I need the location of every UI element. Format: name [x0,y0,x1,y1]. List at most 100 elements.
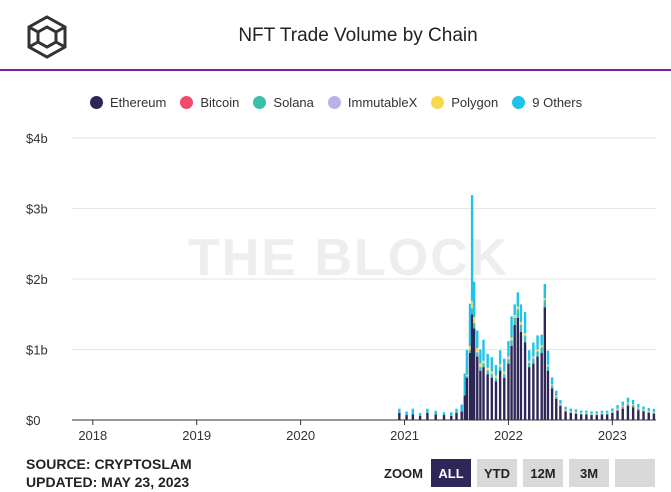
bar-polygon[interactable] [490,371,494,374]
bar-9-others[interactable] [426,408,429,413]
bar-9-others[interactable] [616,405,619,409]
legend-item-immutablex[interactable]: ImmutableX [327,95,417,110]
zoom-3m-button[interactable]: 3M [569,459,609,487]
bar-ethereum[interactable] [470,314,474,420]
bar-ethereum[interactable] [569,412,572,420]
bar-ethereum[interactable] [523,342,527,420]
bar-immutablex[interactable] [472,322,476,324]
bar-solana[interactable] [519,324,523,332]
bar-ethereum[interactable] [494,381,498,420]
bar-solana[interactable] [611,412,614,413]
zoom-ytd-button[interactable]: YTD [477,459,517,487]
bar-polygon[interactable] [503,371,506,374]
bar-polygon[interactable] [494,375,498,378]
bar-9-others[interactable] [621,401,624,406]
bar-solana[interactable] [470,308,474,315]
bar-9-others[interactable] [600,410,604,413]
bar-9-others[interactable] [418,412,422,416]
bar-9-others[interactable] [472,281,476,318]
bar-solana[interactable] [490,374,494,378]
bar-immutablex[interactable] [486,369,489,371]
bar-ethereum[interactable] [442,415,446,420]
bar-solana[interactable] [513,317,516,325]
bar-polygon[interactable] [631,404,635,405]
bar-ethereum[interactable] [600,414,604,420]
bar-solana[interactable] [555,396,558,399]
bar-polygon[interactable] [621,405,624,407]
bar-polygon[interactable] [569,411,572,413]
bar-ethereum[interactable] [555,398,558,420]
bar-9-others[interactable] [590,411,593,414]
bar-ethereum[interactable] [540,353,543,420]
zoom-12m-button[interactable]: 12M [523,459,563,487]
bar-immutablex[interactable] [494,377,498,379]
bar-solana[interactable] [528,362,531,368]
bar-9-others[interactable] [513,304,516,315]
bar-solana[interactable] [546,366,550,371]
bar-immutablex[interactable] [616,409,619,410]
bar-polygon[interactable] [626,402,630,404]
bar-9-others[interactable] [637,404,640,408]
bar-solana[interactable] [498,367,502,371]
bar-immutablex[interactable] [503,373,506,375]
bar-9-others[interactable] [550,377,554,385]
bar-immutablex[interactable] [490,373,494,375]
bar-immutablex[interactable] [498,366,502,368]
bar-polygon[interactable] [536,349,539,351]
bar-bitcoin[interactable] [642,410,645,412]
bar-immutablex[interactable] [564,410,567,411]
zoom-all-button[interactable]: ALL [431,459,471,487]
bar-9-others[interactable] [564,406,567,410]
bar-polygon[interactable] [546,364,550,367]
bar-9-others[interactable] [510,316,513,338]
bar-9-others[interactable] [398,408,401,413]
bar-ethereum[interactable] [642,411,645,420]
bar-polygon[interactable] [498,364,502,367]
bar-ethereum[interactable] [611,412,614,420]
bar-polygon[interactable] [555,395,558,397]
bar-solana[interactable] [621,406,624,409]
bar-9-others[interactable] [652,408,656,412]
bar-solana[interactable] [523,336,527,343]
legend-item-bitcoin[interactable]: Bitcoin [180,95,239,110]
bar-ethereum[interactable] [564,411,567,420]
bar-solana[interactable] [637,408,640,410]
bar-polygon[interactable] [543,298,547,300]
bar-9-others[interactable] [405,411,408,416]
bar-bitcoin[interactable] [631,406,635,408]
bar-ethereum[interactable] [455,412,458,420]
bar-solana[interactable] [543,300,547,308]
bar-polygon[interactable] [611,411,614,412]
bar-immutablex[interactable] [536,350,539,352]
bar-immutablex[interactable] [468,349,472,351]
bar-9-others[interactable] [460,404,463,412]
bar-polygon[interactable] [482,360,485,363]
bar-solana[interactable] [486,370,489,375]
bar-9-others[interactable] [450,412,453,416]
bar-ethereum[interactable] [516,317,519,420]
bar-ethereum[interactable] [398,412,401,420]
bar-ethereum[interactable] [465,377,469,420]
bar-polygon[interactable] [595,413,598,415]
bar-9-others[interactable] [482,339,485,361]
bar-polygon[interactable] [528,360,531,363]
bar-ethereum[interactable] [482,367,485,421]
bar-9-others[interactable] [494,365,498,376]
bar-polygon[interactable] [468,345,472,350]
bar-polygon[interactable] [516,306,519,309]
bar-immutablex[interactable] [642,409,645,411]
bar-9-others[interactable] [532,342,535,357]
bar-bitcoin[interactable] [626,404,630,406]
bar-solana[interactable] [510,340,513,346]
bar-bitcoin[interactable] [621,408,624,409]
bar-immutablex[interactable] [631,404,635,406]
bar-polygon[interactable] [470,300,474,308]
bar-immutablex[interactable] [585,413,588,415]
bar-bitcoin[interactable] [652,413,656,414]
bar-ethereum[interactable] [637,410,640,420]
bar-immutablex[interactable] [626,403,630,404]
bar-9-others[interactable] [476,330,479,349]
bar-ethereum[interactable] [595,415,598,420]
bar-solana[interactable] [564,410,567,412]
bar-immutablex[interactable] [574,412,578,414]
